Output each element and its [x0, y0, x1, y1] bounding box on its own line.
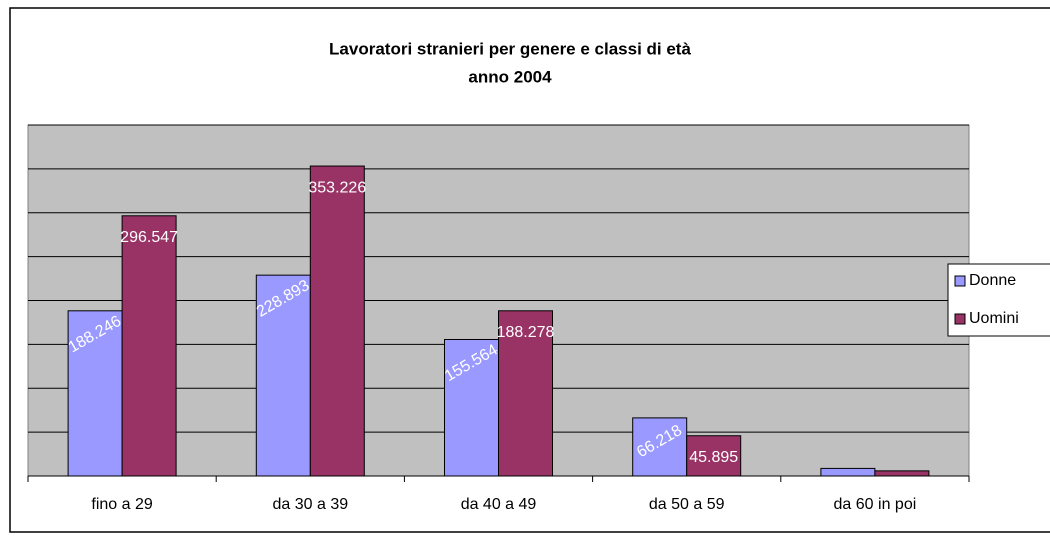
data-label: 188.278 — [497, 324, 555, 341]
data-label: 45.895 — [689, 449, 738, 466]
chart-subtitle: anno 2004 — [468, 67, 552, 86]
x-tick-label: fino a 29 — [91, 496, 152, 513]
bar — [820, 467, 876, 477]
bar — [498, 310, 553, 477]
legend-label: Uomini — [969, 310, 1019, 327]
data-label: 296.547 — [120, 229, 178, 246]
x-tick-label: da 40 a 49 — [461, 496, 537, 513]
bar — [874, 470, 930, 477]
legend-swatch — [954, 275, 966, 287]
bar — [309, 165, 365, 477]
bar — [121, 215, 177, 477]
legend-label: Donne — [969, 272, 1016, 289]
chart-title: Lavoratori stranieri per genere e classi… — [329, 39, 691, 58]
bar — [444, 338, 499, 477]
data-label: 353.226 — [308, 179, 366, 196]
bar — [67, 310, 123, 477]
legend-swatch — [954, 313, 966, 325]
x-tick-label: da 60 in poi — [834, 496, 917, 513]
bar — [255, 274, 311, 477]
x-tick-label: da 50 a 59 — [649, 496, 725, 513]
data-label: 5.858 — [882, 484, 922, 501]
bar — [632, 417, 688, 477]
x-tick-label: da 30 a 39 — [272, 496, 348, 513]
